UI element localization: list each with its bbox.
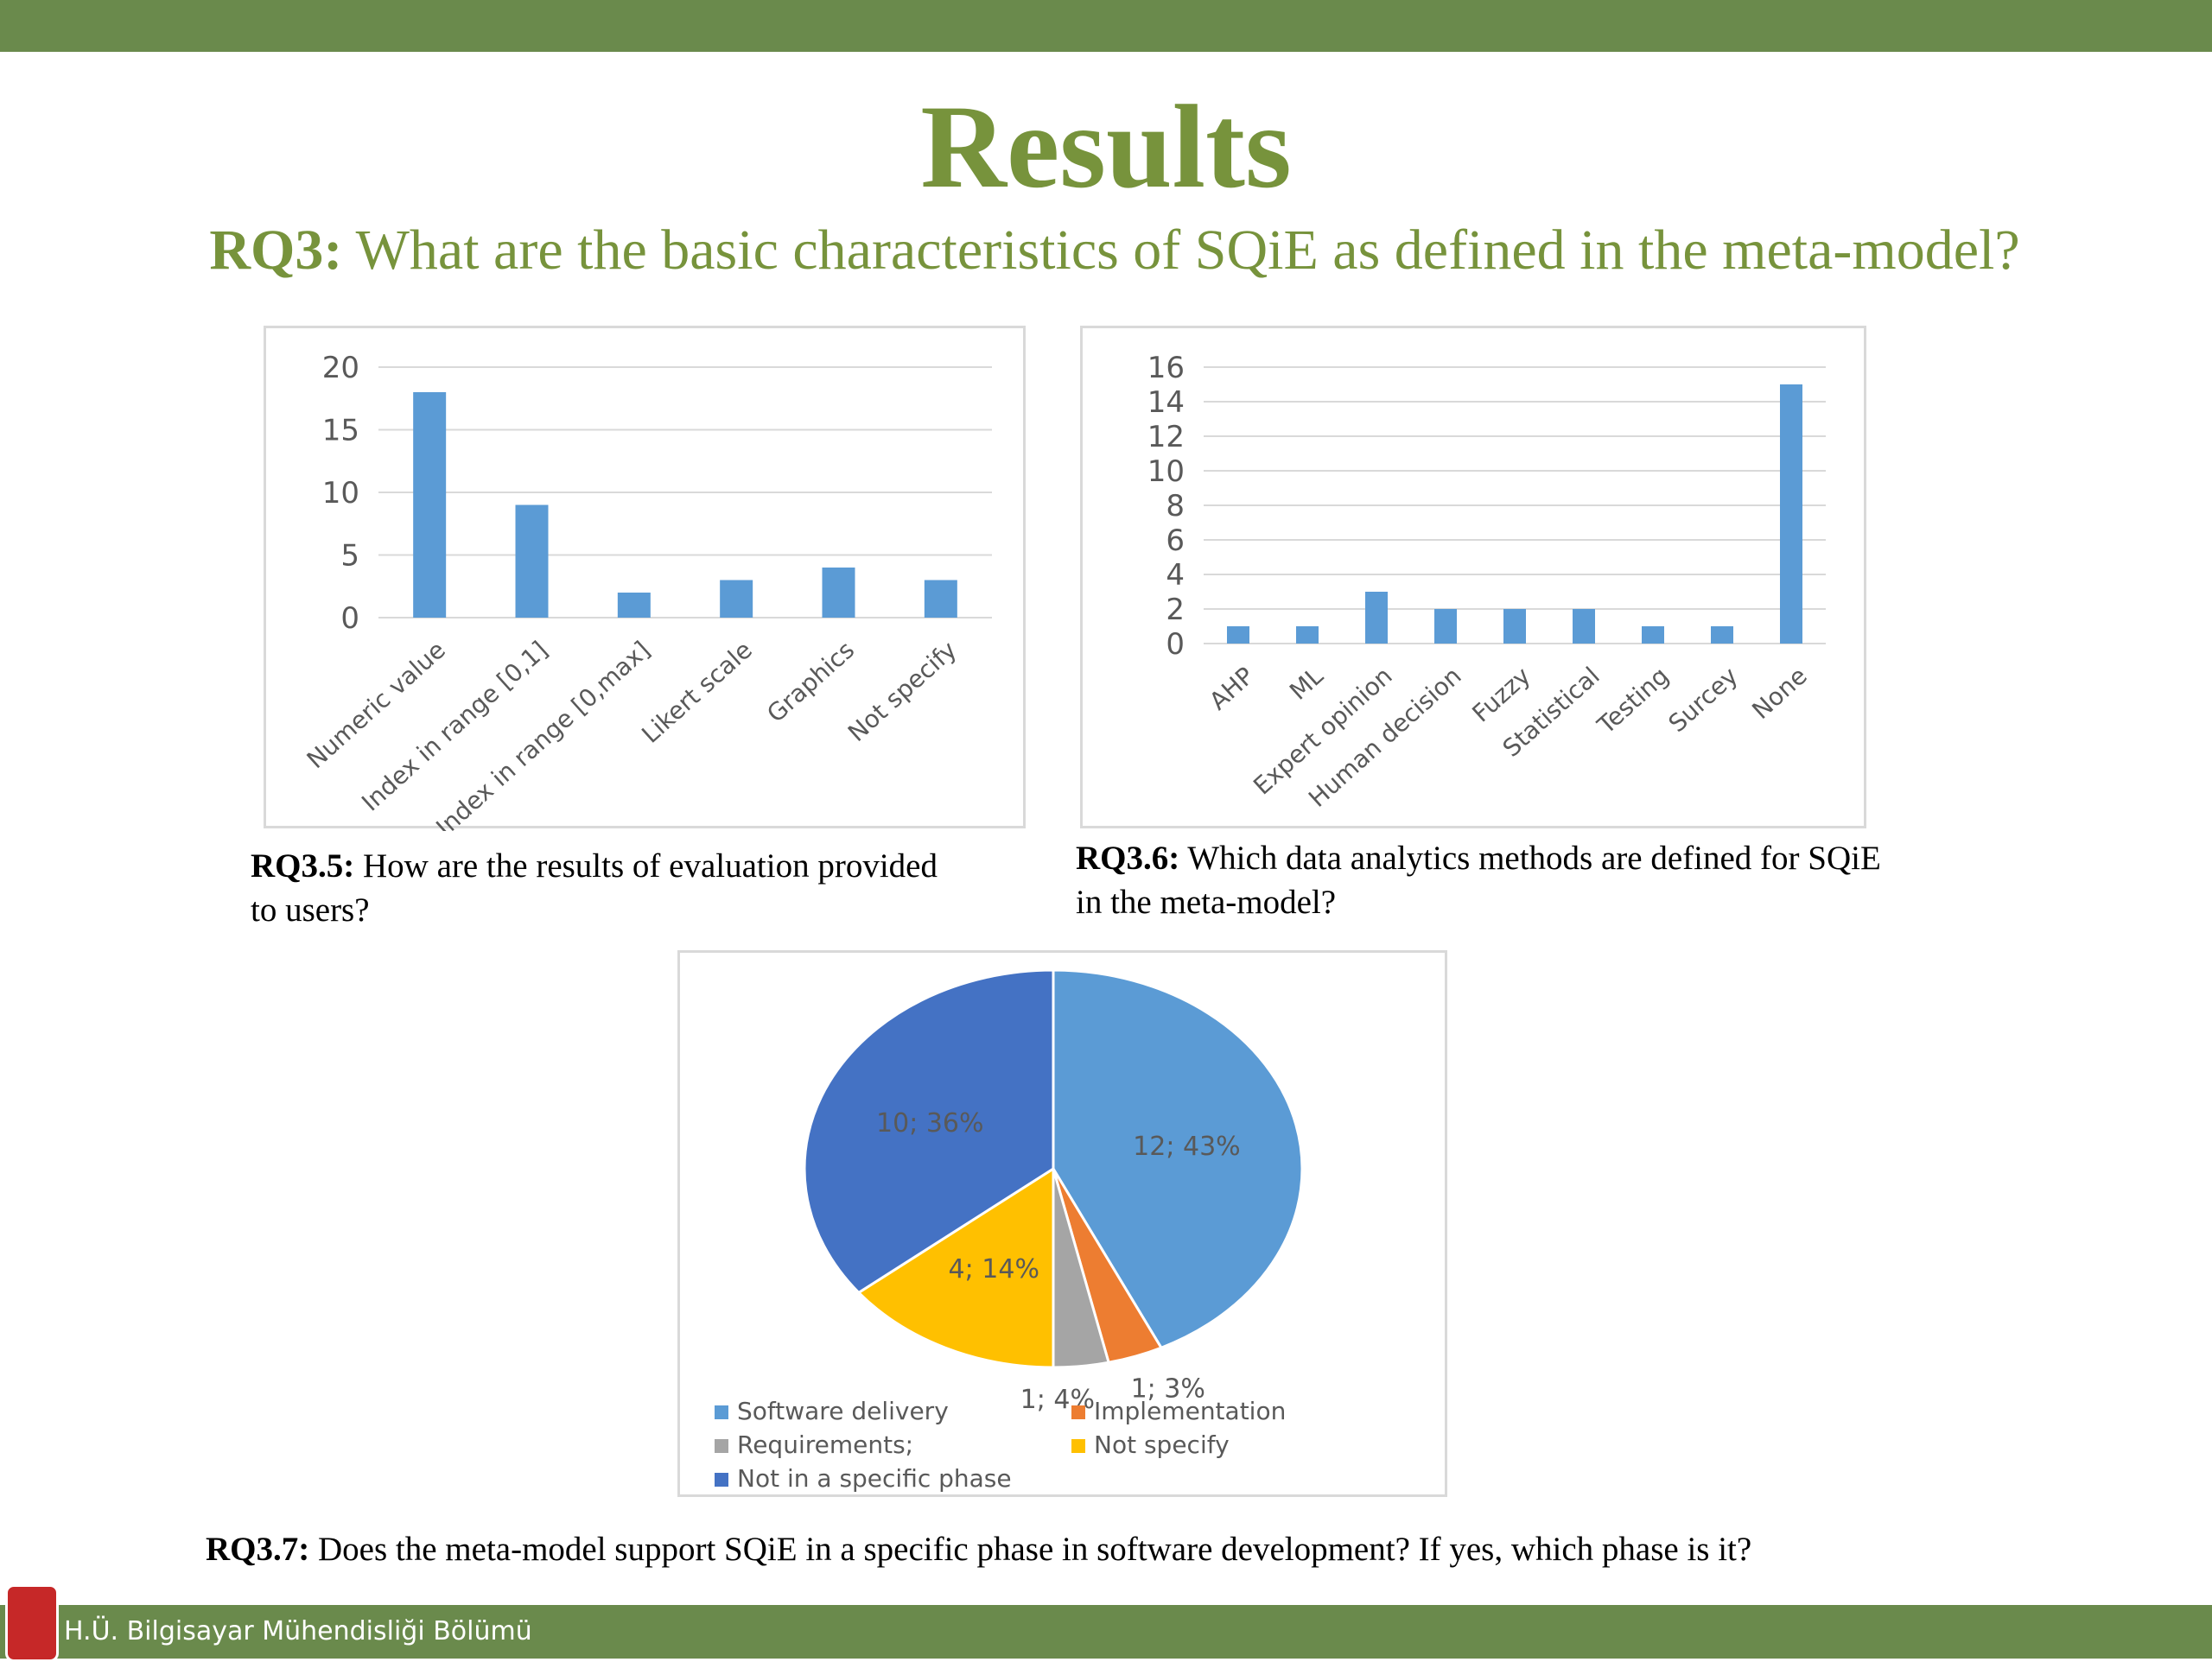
caption-rq37-prefix: RQ3.7: <box>206 1531 310 1568</box>
chart2-bar <box>1365 592 1388 644</box>
chart2-y-tick-label: 8 <box>1166 489 1185 523</box>
university-logo-icon <box>5 1584 59 1662</box>
chart1-bar <box>413 392 447 618</box>
legend-label: Implementation <box>1094 1397 1286 1425</box>
caption-rq35-prefix: RQ3.5: <box>251 847 355 885</box>
pie-data-label: 10; 36% <box>876 1108 984 1139</box>
caption-rq37-text: Does the meta-model support SQiE in a sp… <box>309 1531 1752 1568</box>
legend-swatch <box>715 1405 728 1419</box>
chart2-x-tick-label: ML <box>1284 661 1329 705</box>
chart1-y-tick-label: 10 <box>322 476 359 511</box>
chart1-bar <box>822 568 855 618</box>
chart2-y-tick-label: 6 <box>1166 523 1185 558</box>
chart2-bar <box>1711 626 1733 644</box>
chart1-x-tick-label: Graphics <box>761 636 860 728</box>
chart1-bar <box>720 580 753 618</box>
caption-rq35: RQ3.5: How are the results of evaluation… <box>251 844 942 932</box>
chart2-y-tick-label: 12 <box>1147 420 1185 454</box>
chart2-bar <box>1780 384 1802 644</box>
chart1-x-tick-label: Not specify <box>842 636 962 747</box>
legend-swatch <box>1071 1439 1085 1453</box>
chart2-y-tick-label: 14 <box>1147 385 1185 420</box>
legend-swatch <box>1071 1405 1085 1419</box>
bottom-accent-bar <box>0 1605 2212 1659</box>
subtitle-text: What are the basic characteristics of SQ… <box>342 219 2020 282</box>
chart1-x-tick-label: Likert scale <box>636 636 758 749</box>
chart1-x-tick-label: Index in range [0,1] <box>356 636 553 817</box>
chart1-bar <box>924 580 957 618</box>
chart2-y-tick-label: 16 <box>1147 351 1185 385</box>
footer-department: H.Ü. Bilgisayar Mühendisliği Bölümü <box>64 1616 532 1646</box>
chart1-y-tick-label: 5 <box>340 539 359 574</box>
caption-rq36-text: Which data analytics methods are defined… <box>1076 840 1881 921</box>
pie-data-label: 4; 14% <box>949 1254 1039 1285</box>
caption-rq36-prefix: RQ3.6: <box>1076 840 1180 877</box>
chart-results-evaluation: 0 5 10 15 20 Numeric value Index in range [0,1… <box>264 326 1026 831</box>
legend-label: Requirements; <box>737 1430 913 1459</box>
chart-development-phase: 12; 43% 1; 3% 1; 4% 4; 14% 10; 36% Software d… <box>677 950 1447 1497</box>
chart2-bar <box>1503 609 1526 644</box>
slide-title: Results <box>920 80 1292 213</box>
chart2-x-tick-label: Testing <box>1592 662 1675 740</box>
chart1-y-tick-label: 15 <box>322 414 359 448</box>
top-accent-bar <box>0 0 2212 52</box>
legend-label: Not in a specific phase <box>737 1464 1012 1493</box>
legend-swatch <box>715 1473 728 1487</box>
chart2-y-tick-label: 10 <box>1147 454 1185 489</box>
chart2-y-tick-label: 4 <box>1166 558 1185 593</box>
legend-swatch <box>715 1439 728 1453</box>
caption-rq35-text: How are the results of evaluation provid… <box>251 847 938 929</box>
chart2-bar <box>1434 609 1457 644</box>
pie-slice <box>1052 968 1304 1350</box>
pie-data-label: 1; 3% <box>1131 1373 1205 1404</box>
chart2-y-tick-label: 2 <box>1166 593 1185 627</box>
chart2-bar <box>1642 626 1664 644</box>
caption-rq36: RQ3.6: Which data analytics methods are … <box>1076 836 1905 924</box>
slide-subtitle: RQ3: What are the basic characteristics … <box>0 216 2212 285</box>
chart2-x-tick-label: AHP <box>1204 662 1260 716</box>
chart1-bar <box>617 593 651 618</box>
pie-data-label: 12; 43% <box>1133 1132 1241 1162</box>
chart2-x-tick-label: None <box>1746 662 1812 725</box>
chart1-y-tick-label: 0 <box>340 601 359 636</box>
pie-slice <box>803 968 1055 1295</box>
chart2-bar <box>1296 626 1319 644</box>
chart3-svg: 12; 43%1; 3%1; 4%4; 14%10; 36%Software d… <box>715 968 1304 1493</box>
caption-rq37: RQ3.7: Does the meta-model support SQiE … <box>206 1527 2176 1571</box>
chart2-y-tick-label: 0 <box>1166 627 1185 662</box>
chart1-bar <box>515 504 549 618</box>
chart1-y-tick-label: 20 <box>322 351 359 385</box>
legend-label: Software delivery <box>737 1397 949 1425</box>
chart-data-analytics: 0 2 4 6 8 10 12 14 16 AHP ML Expert opinion Human de… <box>1080 326 1866 828</box>
chart2-bar <box>1573 609 1595 644</box>
pie-slice <box>856 1166 1055 1369</box>
legend-label: Not specify <box>1094 1430 1230 1459</box>
chart2-bar <box>1227 626 1249 644</box>
chart2-x-tick-label: Surcey <box>1663 662 1744 738</box>
subtitle-prefix: RQ3: <box>209 219 343 282</box>
